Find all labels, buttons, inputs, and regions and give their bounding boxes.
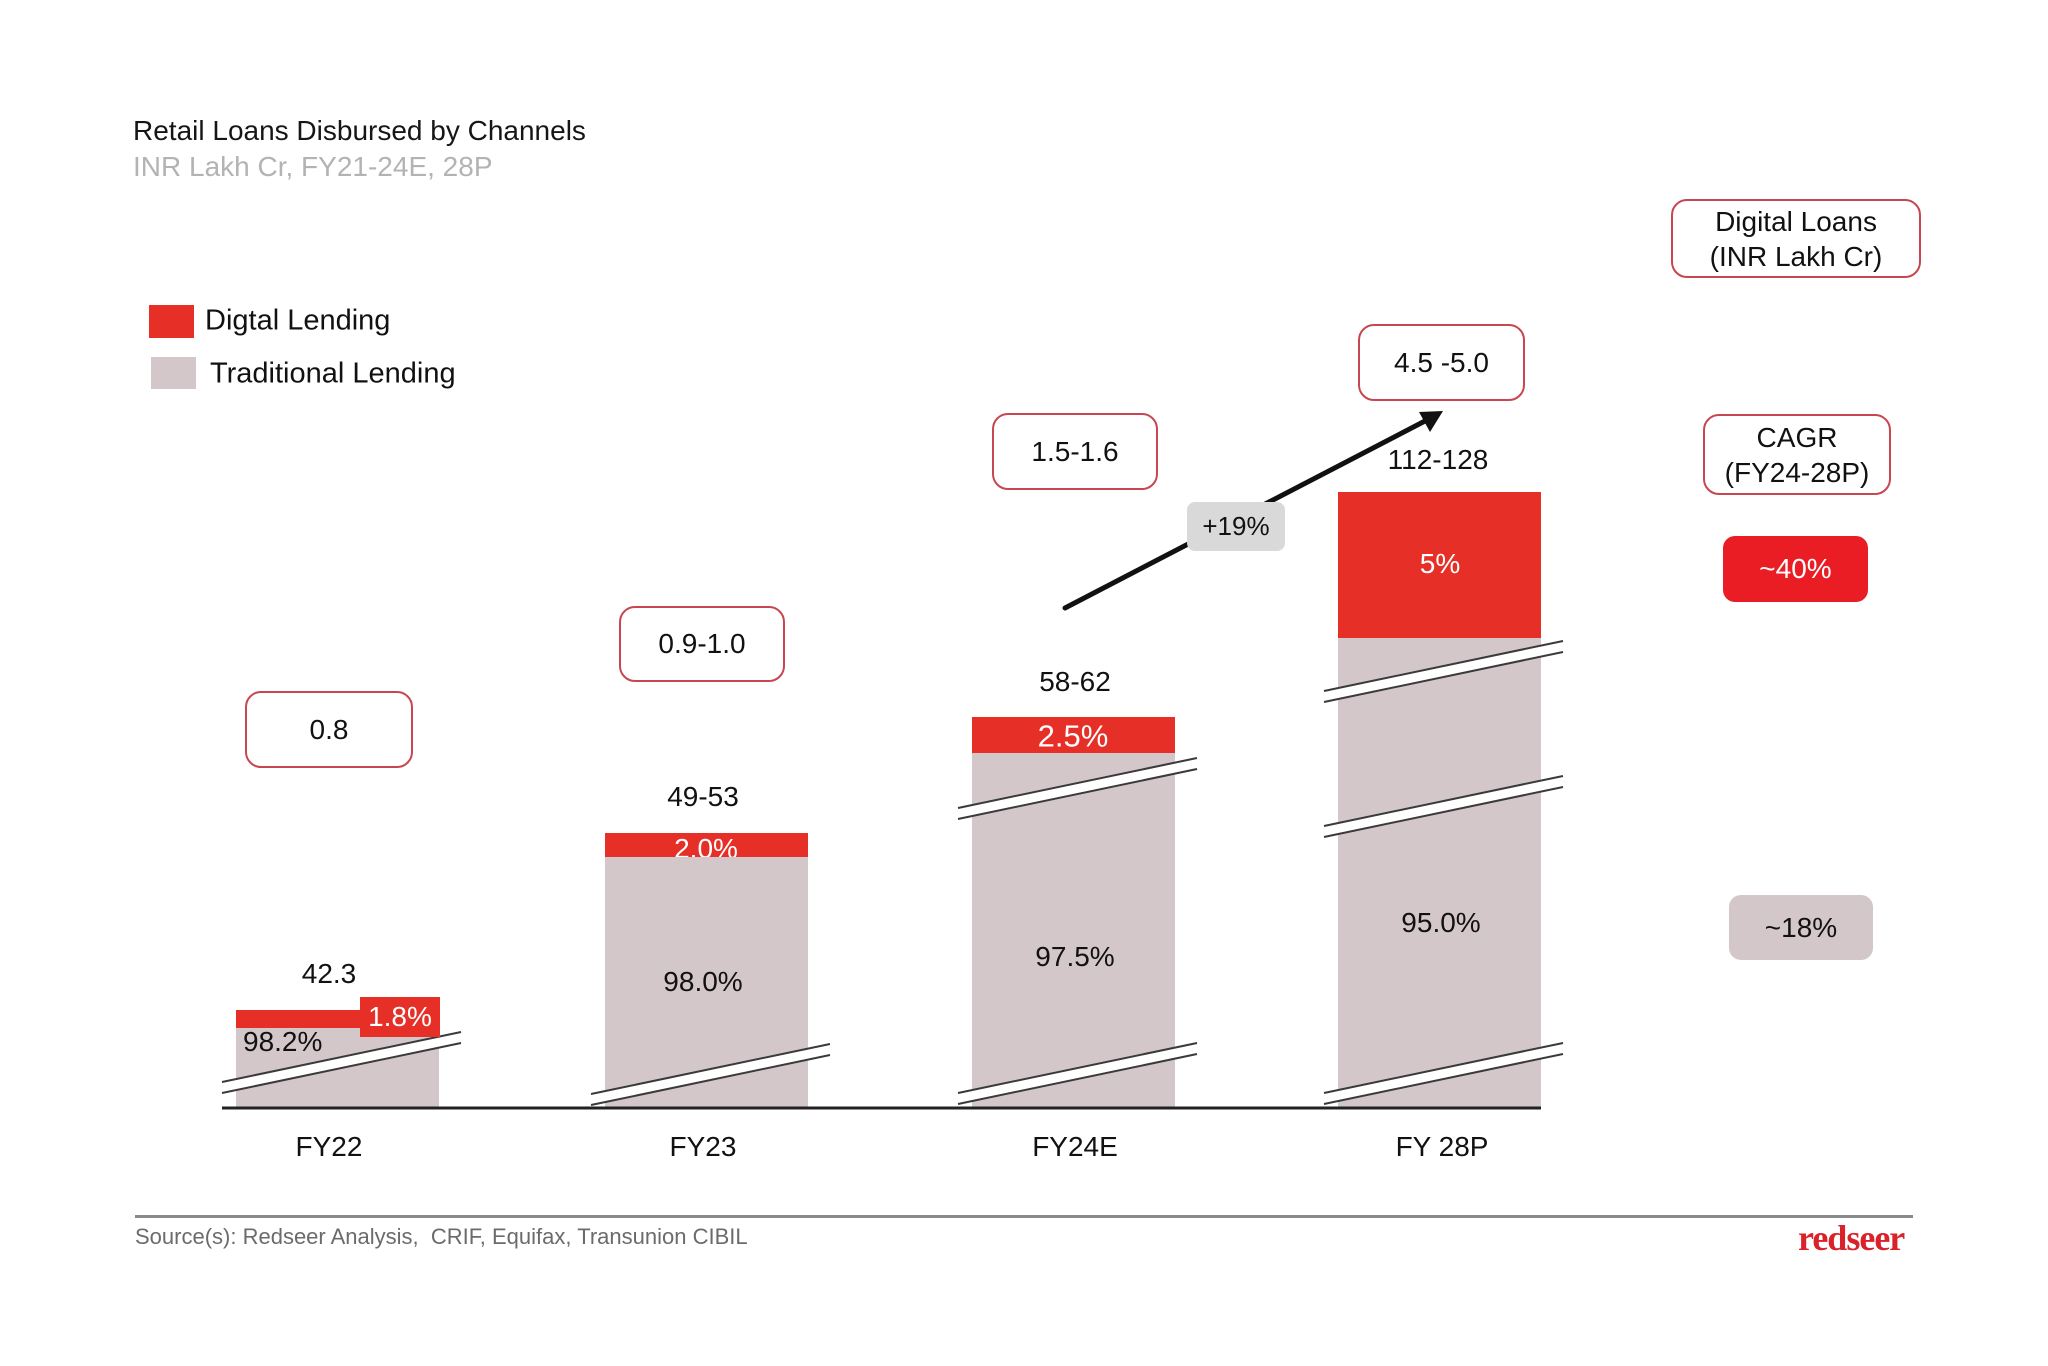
cagr-traditional-badge: ~18% (1729, 895, 1873, 960)
digital-loans-box: 0.9-1.0 (619, 606, 785, 682)
digital-loans-value: 0.8 (309, 713, 349, 745)
cagr-header-line: CAGR (1756, 421, 1838, 453)
digital-loans-box: 0.8 (245, 691, 413, 768)
axis-break-line (1323, 775, 1564, 827)
bar-digital-fy28p (1338, 492, 1541, 638)
axis-break-gap (1324, 641, 1563, 702)
digital-loans-header-line: (INR Lakh Cr) (1709, 240, 1883, 272)
traditional-share-label: 98.2% (243, 1026, 323, 1057)
axis-break-line (221, 1042, 462, 1094)
digital-loans-header-box: Digital Loans (INR Lakh Cr) (1671, 199, 1921, 278)
axis-break-gap (222, 1032, 461, 1093)
digital-loans-header-line: Digital Loans (1715, 205, 1877, 237)
legend-swatch-digital (149, 305, 194, 338)
cagr-header-box: CAGR (FY24-28P) (1703, 414, 1891, 495)
axis-break-line (957, 757, 1198, 809)
axis-break-gap (1324, 1043, 1563, 1104)
digital-share-label: 1.8% (368, 1001, 432, 1032)
traditional-share-label: 97.5% (1035, 941, 1115, 972)
growth-arrow-head (1419, 411, 1443, 432)
total-label: 49-53 (667, 781, 739, 812)
chart-subtitle: INR Lakh Cr, FY21-24E, 28P (133, 151, 493, 182)
traditional-share-label: 98.0% (663, 966, 743, 997)
axis-break-line (957, 1042, 1198, 1094)
x-axis-label: FY22 (295, 1131, 363, 1162)
axis-break-line (590, 1043, 831, 1095)
axis-break-line (1323, 1053, 1564, 1105)
total-label: 42.3 (301, 958, 357, 989)
axis-break-line (1323, 640, 1564, 692)
x-axis-label: FY23 (669, 1131, 737, 1162)
cagr-digital-value: ~40% (1759, 553, 1832, 584)
axis-break-line (957, 768, 1198, 820)
axis-break-line (590, 1054, 831, 1106)
digital-share-clip: 2.0% (605, 833, 808, 858)
total-label: 58-62 (1039, 666, 1111, 697)
footer-divider (135, 1215, 1913, 1218)
legend-label-traditional: Traditional Lending (210, 357, 456, 390)
digital-share-label: 2.0% (674, 833, 738, 858)
cagr-digital-badge: ~40% (1723, 536, 1868, 602)
digital-loans-box: 1.5-1.6 (992, 413, 1158, 490)
traditional-share-label: 95.0% (1401, 907, 1481, 938)
axis-break-line (1323, 786, 1564, 838)
axis-break-line (221, 1031, 462, 1083)
digital-share-label: 2.5% (1037, 718, 1109, 754)
axis-break-gap (1324, 776, 1563, 837)
x-axis-label: FY24E (1032, 1131, 1118, 1162)
chart-title: Retail Loans Disbursed by Channels (133, 115, 586, 146)
source-note: Source(s): Redseer Analysis, CRIF, Equif… (135, 1224, 748, 1249)
cagr-header-line: (FY24-28P) (1724, 456, 1870, 488)
x-axis-label: FY 28P (1395, 1131, 1489, 1162)
axis-break-gap (958, 758, 1197, 819)
digital-loans-value: 1.5-1.6 (1031, 435, 1119, 467)
axis-break-gap (591, 1044, 830, 1105)
digital-loans-value: 0.9-1.0 (658, 628, 746, 659)
digital-loans-box: 4.5 -5.0 (1358, 324, 1525, 401)
bar-digital-fy24e (972, 717, 1175, 753)
axis-break-line (1323, 1042, 1564, 1094)
legend-label-digital: Digtal Lending (205, 304, 391, 337)
bar-digital-fy23 (605, 833, 808, 857)
total-label: 112-128 (1387, 444, 1489, 475)
axis-break-line (1323, 651, 1564, 703)
growth-label: +19% (1202, 511, 1270, 541)
axis-break-line (957, 1053, 1198, 1105)
axis-break-gap (958, 1043, 1197, 1104)
digital-share-badge: 1.8% (360, 997, 440, 1037)
legend-swatch-traditional (151, 357, 196, 389)
bar-traditional-fy28p (1338, 638, 1541, 1108)
bar-traditional-fy24e (972, 753, 1175, 1108)
digital-share-label: 5% (1419, 548, 1461, 579)
growth-badge: +19% (1187, 502, 1285, 551)
redseer-logo: redseer (1798, 1218, 1905, 1258)
digital-loans-value: 4.5 -5.0 (1394, 346, 1489, 378)
cagr-traditional-value: ~18% (1764, 911, 1838, 943)
